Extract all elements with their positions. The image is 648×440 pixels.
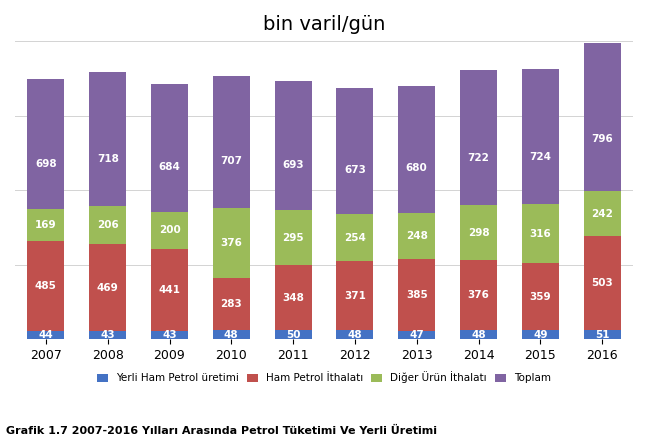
Text: 724: 724 xyxy=(529,152,551,162)
Text: 385: 385 xyxy=(406,290,428,300)
Text: 718: 718 xyxy=(97,154,119,164)
Text: 673: 673 xyxy=(344,165,366,175)
Bar xyxy=(584,43,621,191)
Bar xyxy=(27,331,64,339)
Bar xyxy=(151,212,188,249)
Text: 48: 48 xyxy=(471,330,486,340)
Text: 316: 316 xyxy=(529,229,551,239)
Text: 169: 169 xyxy=(35,220,57,230)
Bar xyxy=(336,88,373,214)
Bar xyxy=(522,70,559,205)
Text: 371: 371 xyxy=(344,291,366,301)
Bar xyxy=(275,265,312,330)
Text: Grafik 1.7 2007-2016 Yılları Arasında Petrol Tüketimi Ve Yerli Üretimi: Grafik 1.7 2007-2016 Yılları Arasında Pe… xyxy=(6,425,437,436)
Bar xyxy=(151,331,188,339)
Text: 43: 43 xyxy=(100,330,115,340)
Bar xyxy=(27,209,64,241)
Bar xyxy=(398,86,435,213)
Bar xyxy=(398,213,435,259)
Text: 359: 359 xyxy=(529,292,551,302)
Bar xyxy=(213,76,250,208)
Text: 206: 206 xyxy=(97,220,119,230)
Text: 485: 485 xyxy=(35,281,57,291)
Bar xyxy=(27,241,64,331)
Text: 684: 684 xyxy=(159,162,180,172)
Text: 295: 295 xyxy=(283,233,304,242)
Text: 796: 796 xyxy=(591,134,613,144)
Bar xyxy=(584,236,621,330)
Text: 254: 254 xyxy=(344,233,366,242)
Text: 248: 248 xyxy=(406,231,428,241)
Bar xyxy=(27,79,64,209)
Bar xyxy=(213,330,250,339)
Text: 680: 680 xyxy=(406,163,428,173)
Text: 48: 48 xyxy=(347,330,362,340)
Bar xyxy=(336,214,373,261)
Text: 50: 50 xyxy=(286,330,301,340)
Text: 348: 348 xyxy=(282,293,304,303)
Bar xyxy=(275,81,312,210)
Bar xyxy=(522,263,559,330)
Text: 441: 441 xyxy=(159,285,181,295)
Text: 48: 48 xyxy=(224,330,238,340)
Bar xyxy=(151,84,188,212)
Text: 469: 469 xyxy=(97,282,119,293)
Text: 44: 44 xyxy=(38,330,53,340)
Bar xyxy=(398,259,435,330)
Text: 283: 283 xyxy=(220,299,242,309)
Text: 376: 376 xyxy=(220,238,242,248)
Bar xyxy=(275,210,312,265)
Text: 242: 242 xyxy=(591,209,613,219)
Text: 698: 698 xyxy=(35,159,57,169)
Bar xyxy=(460,70,497,205)
Bar xyxy=(89,72,126,205)
Text: 722: 722 xyxy=(468,153,489,163)
Bar xyxy=(522,330,559,339)
Bar xyxy=(89,244,126,331)
Text: 200: 200 xyxy=(159,225,180,235)
Bar xyxy=(151,249,188,331)
Text: 47: 47 xyxy=(410,330,424,340)
Bar xyxy=(89,331,126,339)
Bar xyxy=(275,330,312,339)
Bar xyxy=(213,208,250,278)
Text: 298: 298 xyxy=(468,227,489,238)
Text: 693: 693 xyxy=(283,160,304,170)
Bar xyxy=(460,260,497,330)
Text: 43: 43 xyxy=(162,330,177,340)
Bar xyxy=(460,205,497,260)
Text: 503: 503 xyxy=(591,278,613,288)
Text: 49: 49 xyxy=(533,330,548,340)
Text: 376: 376 xyxy=(468,290,489,301)
Title: bin varil/gün: bin varil/gün xyxy=(263,15,385,34)
Bar xyxy=(336,261,373,330)
Text: 51: 51 xyxy=(595,330,609,340)
Bar xyxy=(89,205,126,244)
Bar xyxy=(584,330,621,339)
Bar xyxy=(522,205,559,263)
Bar xyxy=(398,330,435,339)
Bar xyxy=(336,330,373,339)
Bar xyxy=(213,278,250,330)
Legend: Yerli Ham Petrol üretimi, Ham Petrol İthalatı, Diğer Ürün İthalatı, Toplam: Yerli Ham Petrol üretimi, Ham Petrol İth… xyxy=(94,368,554,387)
Text: 707: 707 xyxy=(220,157,242,166)
Bar xyxy=(460,330,497,339)
Bar xyxy=(584,191,621,236)
